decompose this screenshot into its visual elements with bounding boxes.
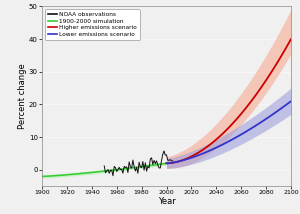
X-axis label: Year: Year (158, 197, 175, 206)
Y-axis label: Percent change: Percent change (18, 63, 27, 129)
Legend: NOAA observations, 1900-2000 simulation, Higher emissions scenario, Lower emissi: NOAA observations, 1900-2000 simulation,… (45, 9, 140, 40)
